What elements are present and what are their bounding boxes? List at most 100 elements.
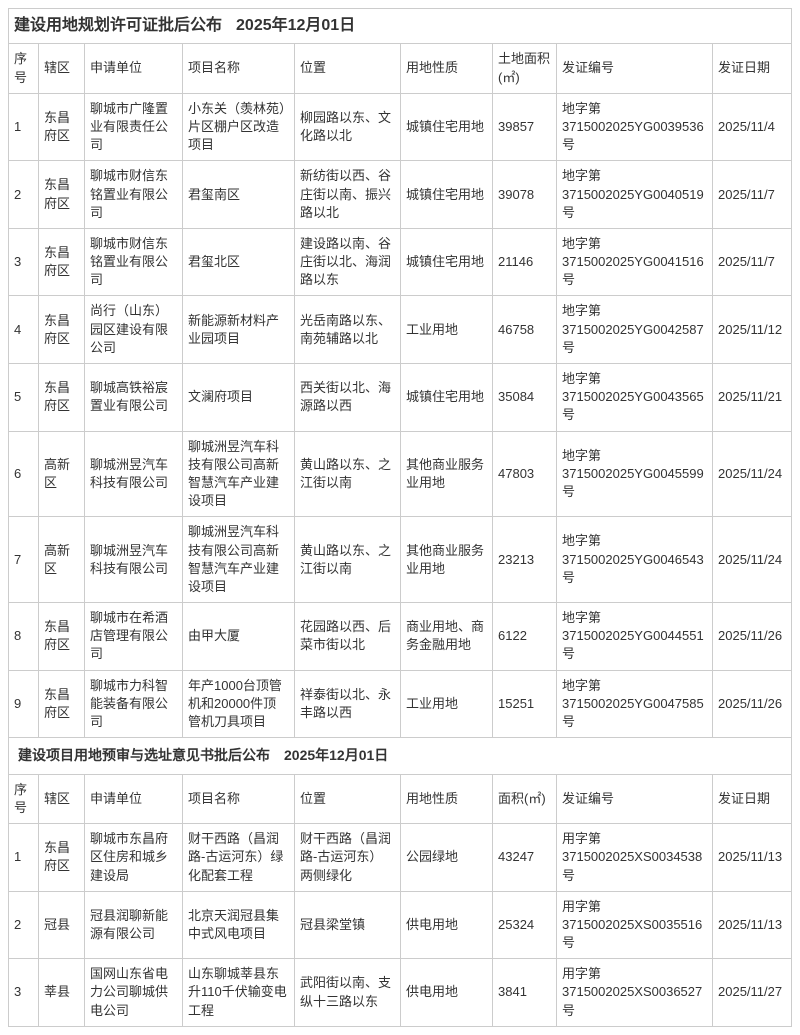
table-cell: 2025/11/13 [711, 823, 793, 892]
table-title-date: 2025年12月01日 [284, 747, 389, 764]
table-cell: 新能源新材料产业园项目 [182, 295, 295, 365]
table-cell: 地字第3715002025YG0047585号 [556, 669, 713, 739]
table-cell: 2025/11/21 [711, 363, 793, 432]
table-cell: 君玺北区 [182, 227, 295, 297]
table-cell: 6 [8, 430, 39, 518]
table-cell: 东昌府区 [38, 363, 85, 432]
table-cell: 2025/11/24 [711, 516, 793, 604]
column-header: 序号 [8, 773, 39, 825]
table-row: 1 东昌府区 聊城市东昌府区住房和城乡建设局 财干西路（昌润路-古运河东）绿化配套工程… [8, 823, 793, 892]
column-header: 辖区 [38, 43, 85, 94]
table-cell: 2025/11/12 [711, 295, 793, 365]
table-cell: 39857 [492, 92, 557, 162]
table-header-row: 序号 辖区 申请单位 项目名称 位置 用地性质 面积(㎡) 发证编号 发证日期 [8, 773, 793, 825]
column-header: 辖区 [38, 773, 85, 825]
table-cell: 2 [8, 160, 39, 229]
column-header: 项目名称 [182, 43, 295, 94]
table-cell: 供电用地 [400, 890, 493, 960]
table-cell: 2025/11/27 [711, 958, 793, 1027]
table-row: 3 东昌府区 聊城市财信东铭置业有限公司 君玺北区 建设路以南、谷庄街以北、海润路以东城… [8, 227, 793, 297]
table-cell: 其他商业服务业用地 [400, 516, 493, 604]
table-cell: 冠县润聊新能源有限公司 [84, 890, 183, 960]
table-cell: 2025/11/7 [711, 227, 793, 297]
table-cell: 地字第3715002025YG0044551号 [556, 602, 713, 671]
column-header: 用地性质 [400, 43, 493, 94]
column-header: 申请单位 [84, 773, 183, 825]
table-title-cell: 建设项目用地预审与选址意见书批后公布 2025年12月01日 [7, 737, 793, 775]
table-cell: 由甲大厦 [182, 602, 295, 671]
table-cell: 年产1000台顶管机和20000件顶管机刀具项目 [182, 669, 295, 739]
table-cell: 2025/11/24 [711, 430, 793, 518]
table-cell: 东昌府区 [38, 227, 85, 297]
table-cell: 23213 [492, 516, 557, 604]
table-cell: 聊城市东昌府区住房和城乡建设局 [84, 823, 183, 892]
table-row: 8 东昌府区 聊城市在希酒店管理有限公司 由甲大厦 花园路以西、后菜市街以北 商业用地、商… [8, 602, 793, 671]
table-cell: 东昌府区 [38, 823, 85, 892]
table-cell: 聊城洲昱汽车科技有限公司 [84, 430, 183, 518]
table-row: 5 东昌府区 聊城高铁裕宸置业有限公司 文澜府项目 西关街以北、海源路以西 城镇住宅用地 3… [8, 363, 793, 432]
table-cell: 聊城洲昱汽车科技有限公司 [84, 516, 183, 604]
table-cell: 21146 [492, 227, 557, 297]
table-cell: 2025/11/13 [711, 890, 793, 960]
table-cell: 城镇住宅用地 [400, 160, 493, 229]
table-cell: 高新区 [38, 430, 85, 518]
table-cell: 聊城洲昱汽车科技有限公司高新智慧汽车产业建设项目 [182, 516, 295, 604]
table-title: 建设项目用地预审与选址意见书批后公布 [18, 747, 270, 764]
table-cell: 黄山路以东、之江街以南 [294, 516, 401, 604]
table-cell: 聊城市力科智能装备有限公司 [84, 669, 183, 739]
table-cell: 高新区 [38, 516, 85, 604]
table-cell: 文澜府项目 [182, 363, 295, 432]
column-header: 发证日期 [711, 773, 793, 825]
column-header: 面积(㎡) [492, 773, 557, 825]
column-header: 发证日期 [711, 43, 793, 94]
table-title-date: 2025年12月01日 [236, 17, 356, 34]
table-cell: 聊城市财信东铭置业有限公司 [84, 160, 183, 229]
table-header-row: 序号 辖区 申请单位 项目名称 位置 用地性质 土地面积(㎡) 发证编号 发证日期 [8, 43, 793, 94]
table-cell: 用字第3715002025XS0035516号 [556, 890, 713, 960]
table-cell: 城镇住宅用地 [400, 92, 493, 162]
land-planning-permit-table: 建设用地规划许可证批后公布 2025年12月01日 序号 辖区 申请单位 项目名称 位置用… [7, 7, 793, 739]
table-cell: 城镇住宅用地 [400, 363, 493, 432]
table-title-cell: 建设用地规划许可证批后公布 2025年12月01日 [7, 7, 793, 45]
table-cell: 东昌府区 [38, 92, 85, 162]
table-cell: 8 [8, 602, 39, 671]
table-cell: 3 [8, 227, 39, 297]
table-cell: 冠县 [38, 890, 85, 960]
table-cell: 2025/11/7 [711, 160, 793, 229]
table-cell: 46758 [492, 295, 557, 365]
table-cell: 聊城市在希酒店管理有限公司 [84, 602, 183, 671]
table-cell: 地字第3715002025YG0039536号 [556, 92, 713, 162]
table-cell: 15251 [492, 669, 557, 739]
table-cell: 工业用地 [400, 669, 493, 739]
table-row: 7 高新区 聊城洲昱汽车科技有限公司 聊城洲昱汽车科技有限公司高新智慧汽车产业建设项目… [8, 516, 793, 604]
table-cell: 财干西路（昌润路-古运河东）两侧绿化 [294, 823, 401, 892]
table-cell: 地字第3715002025YG0041516号 [556, 227, 713, 297]
table-cell: 祥泰街以北、永丰路以西 [294, 669, 401, 739]
table-cell: 地字第3715002025YG0045599号 [556, 430, 713, 518]
table-row: 1 东昌府区 聊城市广隆置业有限责任公司 小东关（羡林苑）片区棚户区改造项目 柳园路以东… [8, 92, 793, 162]
table-cell: 武阳街以南、支纵十三路以东 [294, 958, 401, 1027]
table-cell: 43247 [492, 823, 557, 892]
table-cell: 39078 [492, 160, 557, 229]
table-row: 6 高新区 聊城洲昱汽车科技有限公司 聊城洲昱汽车科技有限公司高新智慧汽车产业建设项目… [8, 430, 793, 518]
table-cell: 北京天润冠县集中式风电项目 [182, 890, 295, 960]
table-row: 2 冠县 冠县润聊新能源有限公司 北京天润冠县集中式风电项目 冠县梁堂镇 供电用地 2532… [8, 890, 793, 960]
table-cell: 君玺南区 [182, 160, 295, 229]
column-header: 申请单位 [84, 43, 183, 94]
table-cell: 聊城市广隆置业有限责任公司 [84, 92, 183, 162]
table-cell: 3 [8, 958, 39, 1027]
table-cell: 供电用地 [400, 958, 493, 1027]
table-cell: 光岳南路以东、南苑辅路以北 [294, 295, 401, 365]
table-cell: 莘县 [38, 958, 85, 1027]
table-cell: 东昌府区 [38, 669, 85, 739]
column-header: 发证编号 [556, 43, 713, 94]
table-cell: 35084 [492, 363, 557, 432]
table-title-row: 建设项目用地预审与选址意见书批后公布 2025年12月01日 [7, 737, 793, 775]
table-cell: 东昌府区 [38, 602, 85, 671]
table-row: 9 东昌府区 聊城市力科智能装备有限公司 年产1000台顶管机和20000件顶管机刀具… [8, 669, 793, 739]
table-cell: 地字第3715002025YG0046543号 [556, 516, 713, 604]
table-cell: 东昌府区 [38, 160, 85, 229]
site-selection-opinion-table: 建设项目用地预审与选址意见书批后公布 2025年12月01日 序号 辖区 申请单位 项目… [7, 737, 793, 1027]
table-cell: 3841 [492, 958, 557, 1027]
column-header: 用地性质 [400, 773, 493, 825]
